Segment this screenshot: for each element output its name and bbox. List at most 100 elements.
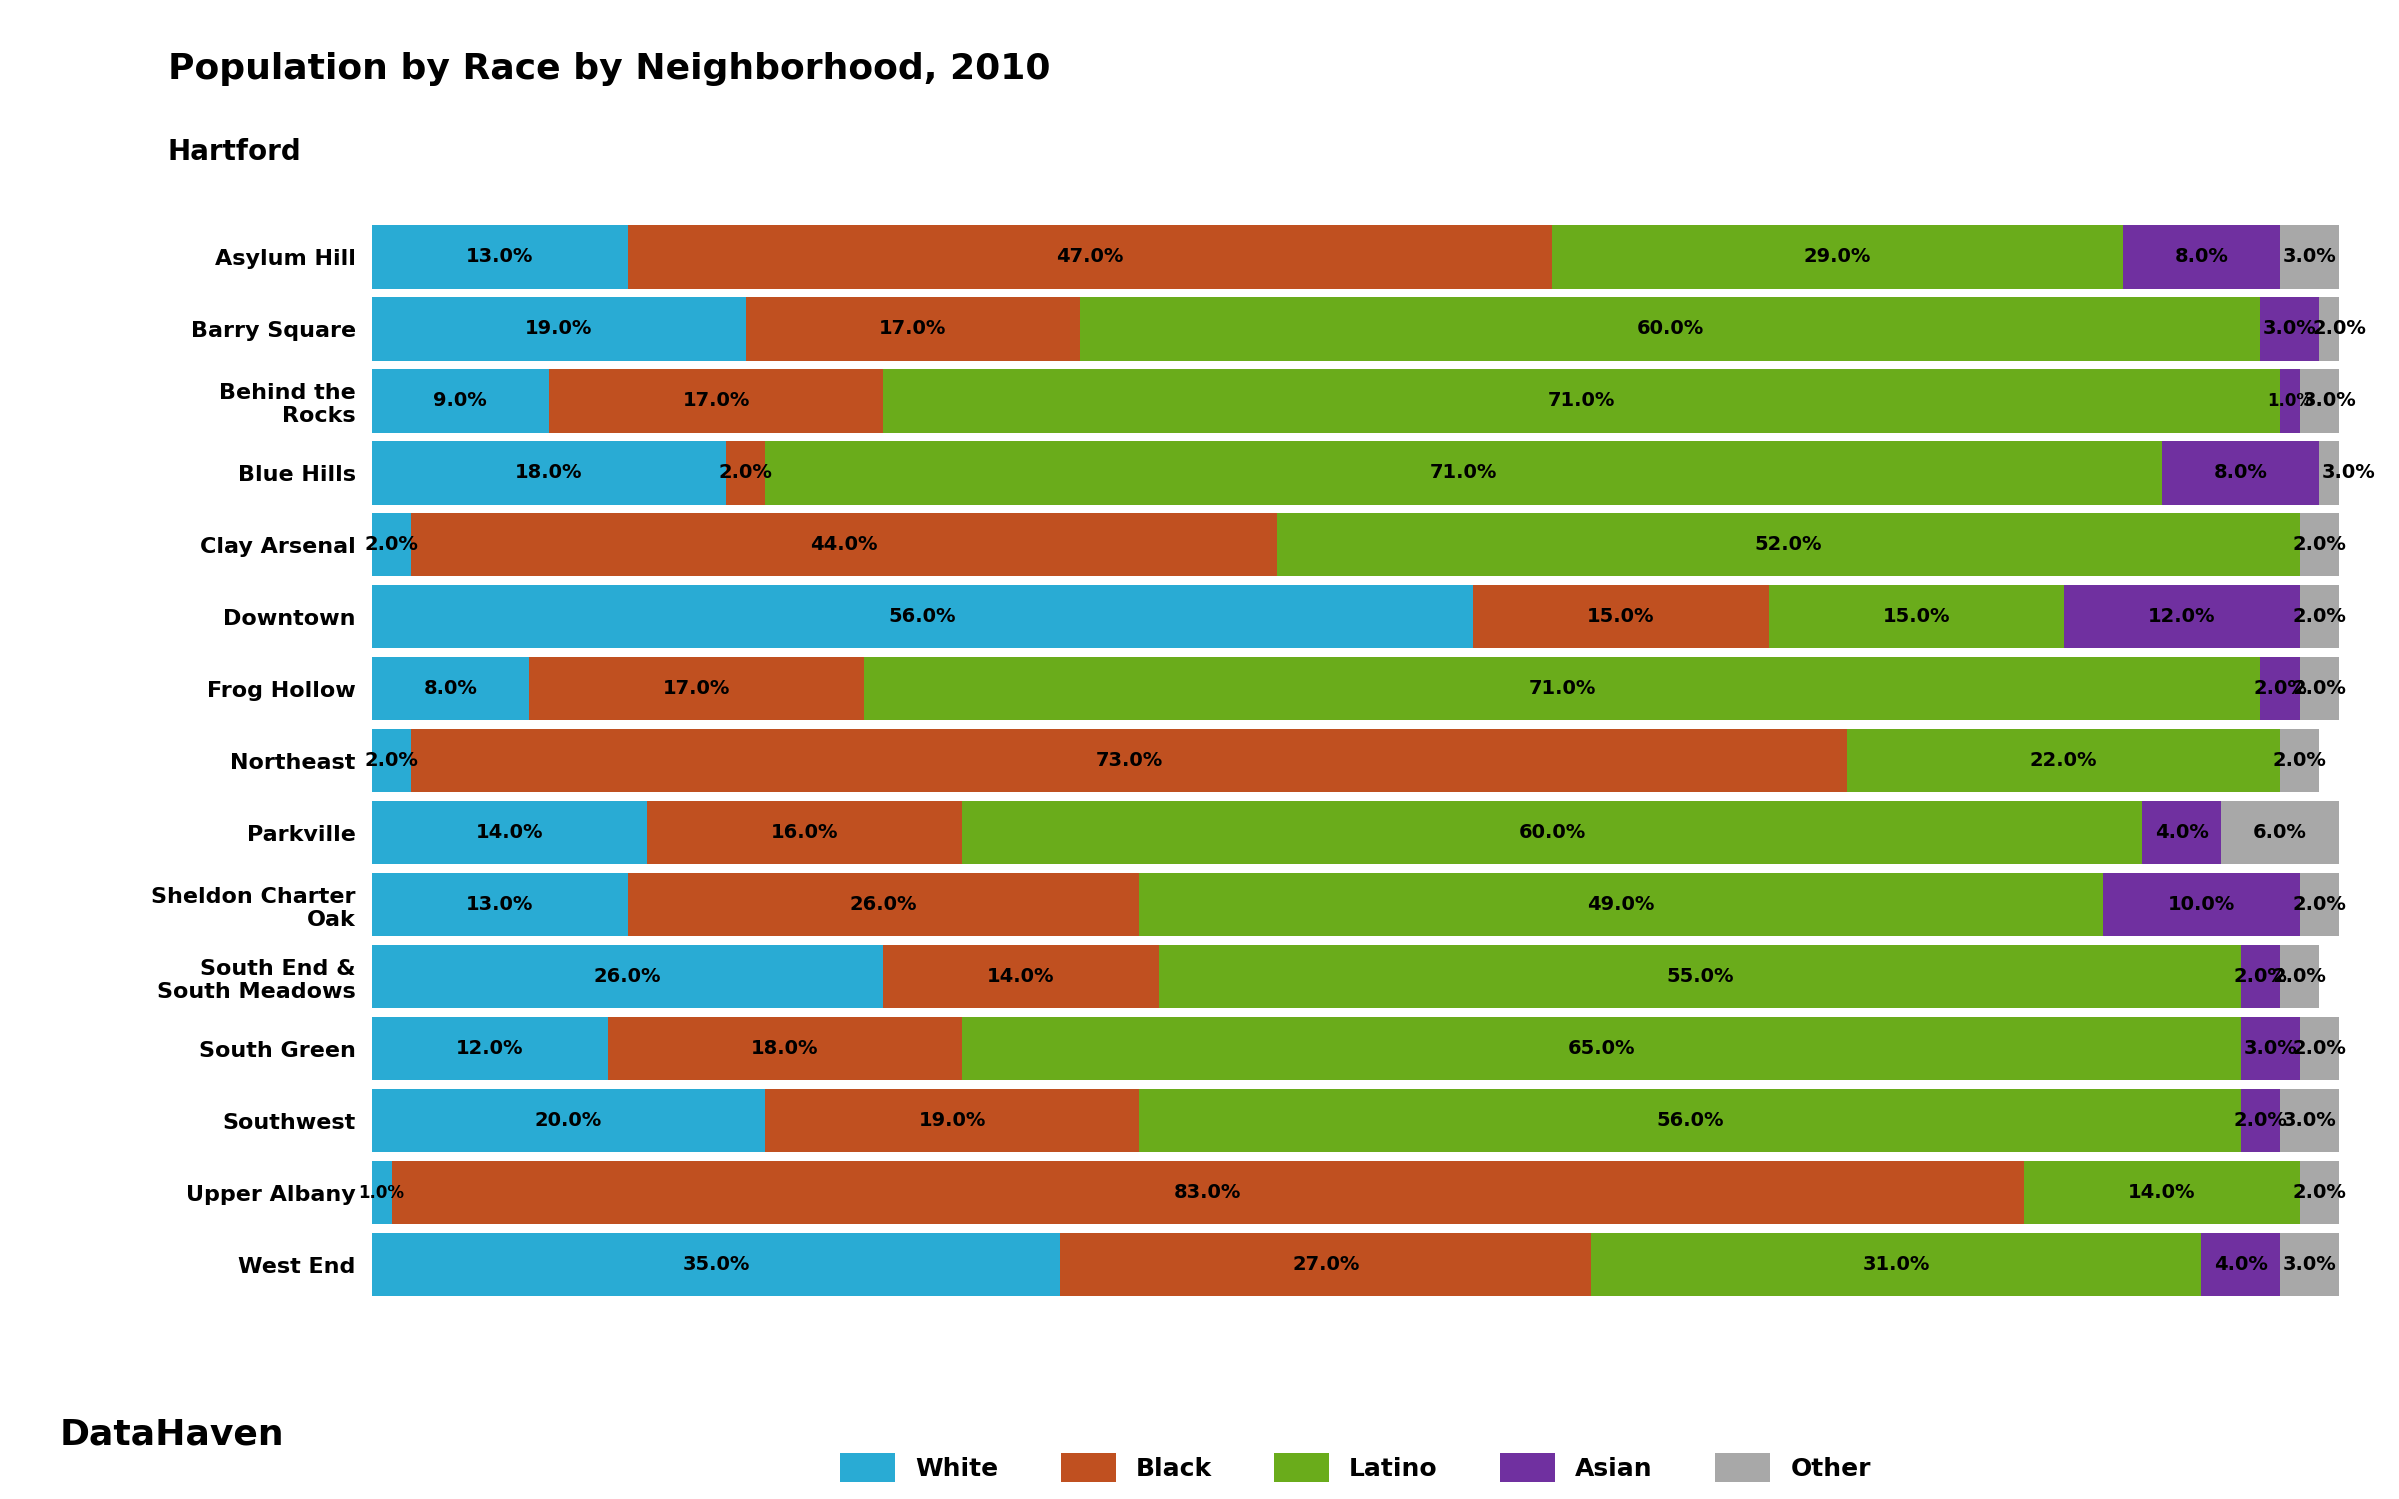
Text: 3.0%: 3.0% — [2281, 1255, 2337, 1274]
Text: 18.0%: 18.0% — [516, 463, 583, 483]
Bar — [883, 944, 1159, 1009]
Text: 17.0%: 17.0% — [662, 679, 729, 699]
Bar — [1060, 1232, 1591, 1297]
Bar — [1591, 1232, 2202, 1297]
Text: 3.0%: 3.0% — [2243, 1039, 2298, 1058]
Text: 52.0%: 52.0% — [1754, 535, 1821, 555]
Text: 18.0%: 18.0% — [751, 1039, 818, 1058]
Text: 27.0%: 27.0% — [1293, 1255, 1360, 1274]
Bar — [372, 1160, 391, 1225]
Bar — [549, 369, 883, 433]
Bar — [372, 441, 727, 505]
Text: 2.0%: 2.0% — [720, 463, 772, 483]
Text: 2.0%: 2.0% — [2293, 1039, 2346, 1058]
Text: DataHaven: DataHaven — [60, 1417, 285, 1451]
Bar — [372, 872, 629, 937]
Text: 3.0%: 3.0% — [2281, 1111, 2337, 1130]
Text: 19.0%: 19.0% — [919, 1111, 986, 1130]
Bar — [746, 297, 1080, 361]
Text: 2.0%: 2.0% — [2293, 535, 2346, 555]
Text: 22.0%: 22.0% — [2030, 751, 2097, 770]
Text: 2.0%: 2.0% — [2293, 895, 2346, 914]
Bar — [648, 800, 962, 865]
Bar — [727, 441, 765, 505]
Text: 73.0%: 73.0% — [1096, 751, 1164, 770]
Text: 2.0%: 2.0% — [2233, 967, 2286, 986]
Bar — [2260, 297, 2320, 361]
Text: 49.0%: 49.0% — [1588, 895, 1655, 914]
Bar — [2260, 657, 2301, 721]
Bar — [2279, 729, 2320, 793]
Bar — [1552, 225, 2123, 289]
Text: 8.0%: 8.0% — [2173, 247, 2229, 267]
Bar — [2320, 297, 2358, 361]
Text: 2.0%: 2.0% — [365, 751, 417, 770]
Bar — [2279, 225, 2339, 289]
Text: 16.0%: 16.0% — [770, 823, 837, 842]
Text: 3.0%: 3.0% — [2303, 391, 2356, 411]
Bar — [2301, 872, 2339, 937]
Bar — [530, 657, 864, 721]
Text: 71.0%: 71.0% — [1528, 679, 1595, 699]
Text: Hartford: Hartford — [168, 138, 302, 166]
Text: 56.0%: 56.0% — [890, 607, 957, 627]
Text: 2.0%: 2.0% — [2293, 1183, 2346, 1202]
Bar — [2025, 1160, 2301, 1225]
Text: 8.0%: 8.0% — [2214, 463, 2267, 483]
Bar — [765, 1088, 1140, 1153]
Bar — [1140, 1088, 2241, 1153]
Text: 4.0%: 4.0% — [2154, 823, 2209, 842]
Text: 8.0%: 8.0% — [425, 679, 477, 699]
Bar — [2063, 585, 2301, 649]
Bar — [2221, 800, 2339, 865]
Text: 9.0%: 9.0% — [434, 391, 487, 411]
Text: 47.0%: 47.0% — [1056, 247, 1123, 267]
Text: 20.0%: 20.0% — [535, 1111, 602, 1130]
Text: 14.0%: 14.0% — [988, 967, 1056, 986]
Bar — [1847, 729, 2279, 793]
Bar — [629, 225, 1552, 289]
Text: 55.0%: 55.0% — [1665, 967, 1734, 986]
Text: 60.0%: 60.0% — [1636, 319, 1703, 339]
Bar — [372, 585, 1473, 649]
Text: 31.0%: 31.0% — [1862, 1255, 1931, 1274]
Text: 1.0%: 1.0% — [2267, 391, 2313, 409]
Text: 4.0%: 4.0% — [2214, 1255, 2267, 1274]
Text: 44.0%: 44.0% — [811, 535, 878, 555]
Bar — [2123, 225, 2279, 289]
Bar — [372, 1016, 607, 1081]
Text: 3.0%: 3.0% — [2281, 247, 2337, 267]
Bar — [2241, 1016, 2301, 1081]
Bar — [2142, 800, 2221, 865]
Bar — [2301, 513, 2339, 577]
Bar — [607, 1016, 962, 1081]
Bar — [765, 441, 2161, 505]
Text: 14.0%: 14.0% — [2128, 1183, 2195, 1202]
Bar — [372, 225, 629, 289]
Bar — [1159, 944, 2241, 1009]
Text: 60.0%: 60.0% — [1519, 823, 1586, 842]
Bar — [2301, 657, 2339, 721]
Bar — [2301, 1160, 2339, 1225]
Bar — [1473, 585, 1768, 649]
Bar — [2320, 441, 2377, 505]
Text: 2.0%: 2.0% — [2313, 319, 2365, 339]
Text: 6.0%: 6.0% — [2253, 823, 2308, 842]
Bar — [372, 1088, 765, 1153]
Bar — [2241, 944, 2279, 1009]
Text: 12.0%: 12.0% — [456, 1039, 523, 1058]
Text: 83.0%: 83.0% — [1173, 1183, 1243, 1202]
Bar — [372, 513, 410, 577]
Text: 26.0%: 26.0% — [849, 895, 916, 914]
Text: 15.0%: 15.0% — [1588, 607, 1655, 627]
Text: 3.0%: 3.0% — [2262, 319, 2317, 339]
Bar — [1276, 513, 2301, 577]
Text: 10.0%: 10.0% — [2169, 895, 2236, 914]
Text: 56.0%: 56.0% — [1655, 1111, 1722, 1130]
Bar — [372, 944, 883, 1009]
Text: 2.0%: 2.0% — [2233, 1111, 2286, 1130]
Text: 71.0%: 71.0% — [1547, 391, 1615, 411]
Text: 1.0%: 1.0% — [360, 1184, 405, 1202]
Text: 2.0%: 2.0% — [2293, 679, 2346, 699]
Text: 35.0%: 35.0% — [681, 1255, 751, 1274]
